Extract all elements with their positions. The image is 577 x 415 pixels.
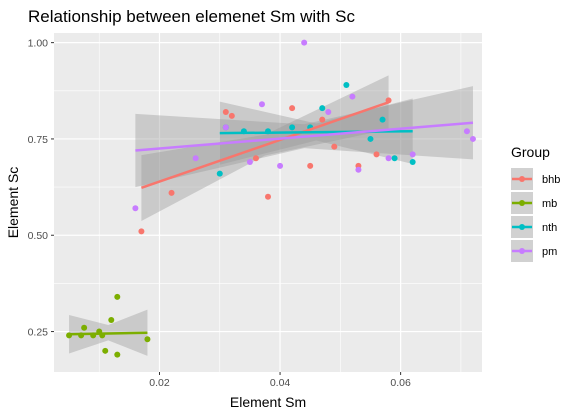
y-axis-ticks: 0.25 0.50 0.75 1.00 (28, 38, 54, 339)
y-tick-label: 1.00 (28, 38, 49, 50)
point-mb (114, 351, 121, 358)
point-pm (325, 108, 332, 115)
point-nth (319, 105, 326, 112)
point-pm (277, 162, 284, 169)
point-mb (108, 316, 115, 323)
point-bhb (168, 189, 175, 196)
point-nth (367, 135, 374, 142)
x-tick-label: 0.06 (390, 377, 411, 389)
legend-label: bhb (542, 174, 560, 186)
point-mb (102, 347, 109, 354)
point-pm (355, 166, 362, 173)
y-tick-label: 0.75 (28, 134, 49, 146)
legend-item-bhb: bhb (511, 168, 560, 190)
point-nth (379, 116, 386, 123)
point-pm (469, 135, 476, 142)
x-axis-ticks: 0.02 0.04 0.06 (149, 372, 411, 389)
legend: Group bhb mb nth pm (511, 144, 560, 262)
point-pm (349, 93, 356, 100)
point-bhb (373, 151, 380, 158)
legend-key-point (519, 224, 525, 230)
legend-key-point (519, 200, 525, 206)
point-nth (391, 155, 398, 162)
point-bhb (265, 193, 271, 200)
y-tick-label: 0.50 (28, 230, 49, 242)
point-pm (192, 155, 199, 162)
point-bhb (138, 228, 145, 235)
x-tick-label: 0.02 (149, 377, 170, 389)
point-pm (222, 124, 229, 131)
legend-item-pm: pm (511, 240, 557, 262)
gridlines (54, 33, 482, 372)
fit-line-mb (69, 331, 148, 336)
chart-title: Relationship between elemenet Sm with Sc (28, 7, 355, 26)
point-bhb (252, 155, 259, 162)
point-nth (216, 170, 223, 177)
point-mb (81, 324, 88, 331)
legend-label: pm (542, 246, 557, 258)
plot-panel (54, 33, 482, 372)
legend-key-point (519, 176, 525, 182)
point-pm (463, 128, 470, 135)
point-bhb (331, 143, 338, 150)
point-bhb (228, 112, 235, 119)
fit-lines (69, 101, 474, 336)
x-tick-label: 0.04 (270, 377, 291, 389)
legend-label: mb (542, 198, 557, 210)
point-pm (301, 39, 308, 46)
legend-item-nth: nth (511, 216, 557, 238)
point-bhb (222, 108, 229, 115)
data-points (66, 39, 476, 358)
legend-title: Group (511, 144, 550, 160)
x-axis-title: Element Sm (230, 394, 306, 410)
point-bhb (307, 162, 314, 169)
point-bhb (289, 105, 296, 112)
y-tick-label: 0.25 (28, 327, 49, 339)
fit-line-bhb (140, 101, 389, 190)
legend-key-point (519, 248, 525, 254)
point-nth (289, 124, 296, 131)
point-nth (343, 82, 350, 89)
point-mb (144, 336, 151, 343)
point-pm (132, 205, 139, 212)
point-pm (385, 155, 392, 162)
point-nth (409, 159, 416, 166)
legend-item-mb: mb (511, 192, 557, 214)
fit-line-pm (135, 121, 474, 152)
point-bhb (319, 116, 326, 123)
point-mb (114, 293, 121, 300)
point-pm (409, 151, 416, 158)
legend-label: nth (542, 222, 557, 234)
y-axis-title: Element Sc (5, 167, 21, 239)
point-pm (258, 101, 265, 108)
point-pm (246, 159, 253, 166)
